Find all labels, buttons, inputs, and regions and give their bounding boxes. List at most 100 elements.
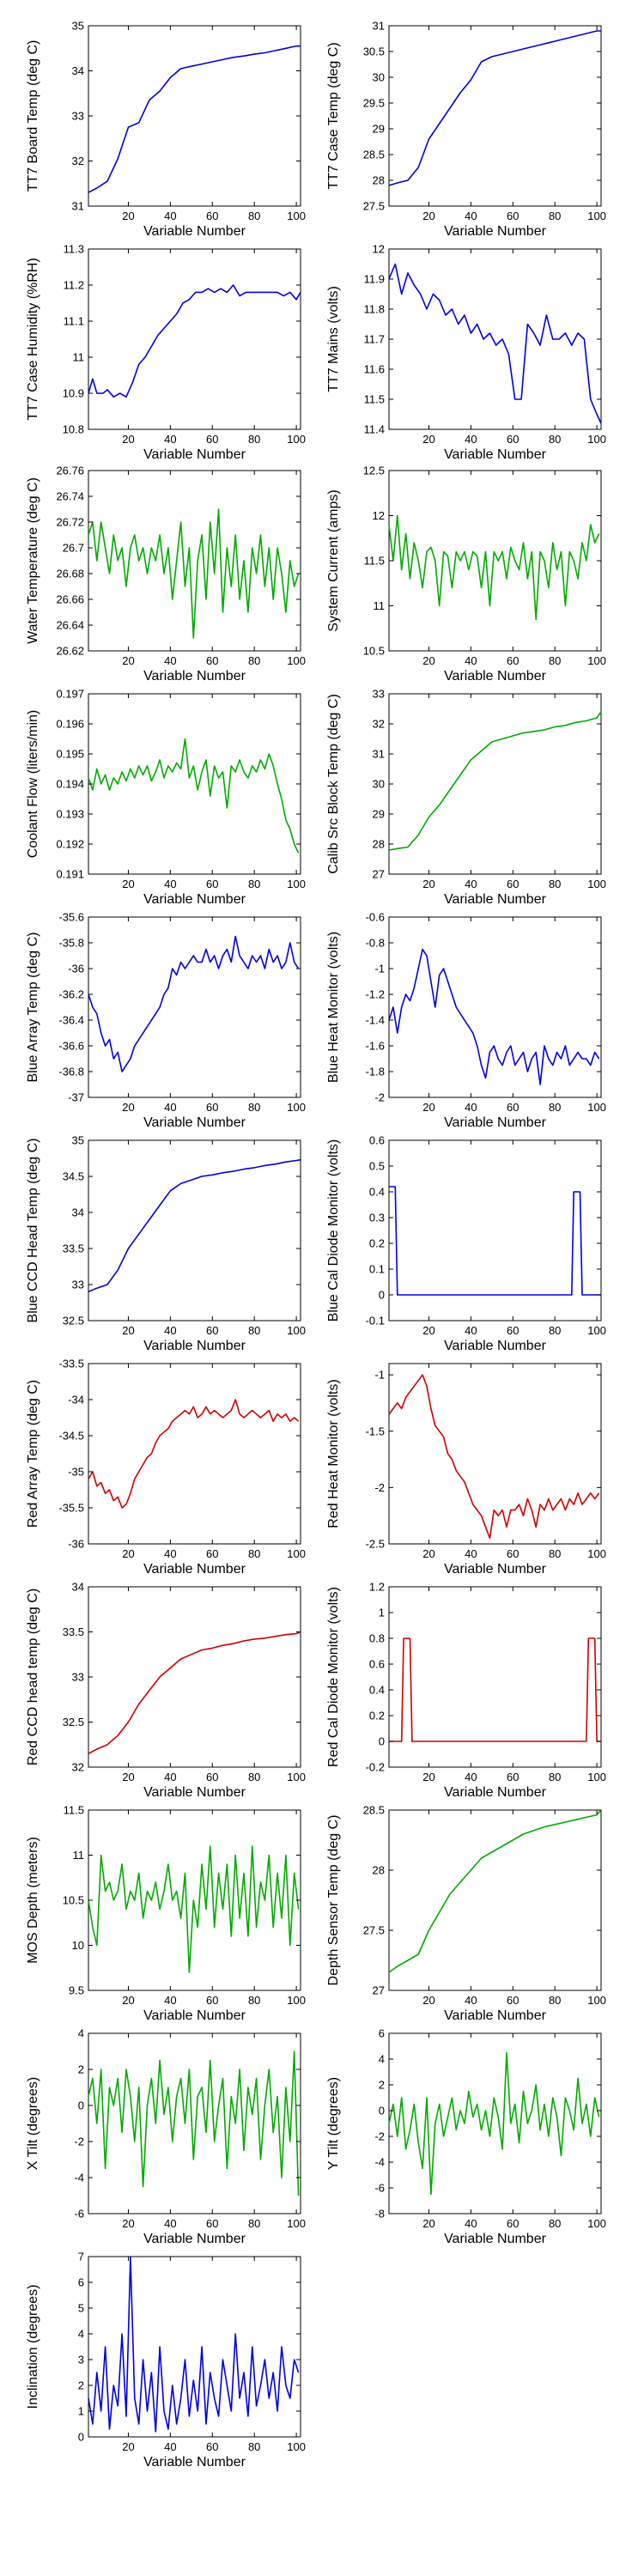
y-tick-label: 26.74 [56, 490, 84, 503]
x-tick-label: 40 [465, 1547, 477, 1560]
chart-16: 20 40 60 80 100 -0.2 0 0.2 0.4 0.6 0.8 1 1.2 Variable… [326, 1581, 606, 1801]
plot-frame [88, 1809, 301, 1991]
chart-5: 20 40 60 80 100 26.62 26.64 26.66 26.68 26.7 26.72… [26, 465, 306, 684]
x-tick-label: 100 [287, 878, 306, 890]
x-tick-label: 40 [465, 1771, 477, 1783]
x-tick-label: 60 [507, 878, 519, 890]
x-tick-label: 40 [164, 1771, 176, 1783]
y-tick-label: 27.5 [363, 1924, 385, 1937]
y-tick-label: 12 [373, 509, 385, 522]
y-tick-label: 0.195 [56, 748, 84, 761]
x-tick-label: 60 [206, 1101, 218, 1114]
x-tick-label: 20 [422, 1771, 434, 1783]
chart-17: 20 40 60 80 100 9.5 10 10.5 11 11.5 Variable Numbe… [26, 1804, 306, 2024]
x-tick-label: 100 [287, 2217, 306, 2230]
y-tick-label: -36 [68, 1538, 84, 1551]
y-tick-label: 11.5 [64, 1804, 84, 1817]
y-tick-label: -2 [374, 1481, 385, 1494]
x-tick-label: 40 [164, 1101, 176, 1114]
y-tick-label: 28 [373, 1864, 385, 1877]
x-tick-label: 60 [206, 1547, 218, 1560]
x-axis-label: Variable Number [444, 447, 547, 462]
series-line [388, 948, 600, 1085]
x-tick-label: 100 [287, 1101, 306, 1114]
y-tick-label: 34 [72, 1581, 84, 1594]
y-tick-label: 27 [373, 868, 385, 881]
y-axis-label: Y Tilt (degrees) [326, 2077, 341, 2170]
chart-2: 20 40 60 80 100 27.5 28 28.5 29 29.5 30 30.5 31 Varia… [326, 20, 606, 240]
y-tick-label: -2 [374, 1091, 385, 1104]
x-tick-label: 100 [587, 433, 606, 446]
x-axis-label: Variable Number [143, 892, 246, 907]
y-tick-label: -36.2 [58, 988, 84, 1001]
x-tick-label: 40 [465, 654, 477, 667]
y-axis-label: Coolant Flow (liters/min) [26, 710, 40, 858]
y-axis-label: Water Temperature (deg C) [26, 477, 40, 644]
x-tick-label: 40 [465, 1101, 477, 1114]
y-tick-label: 30 [373, 71, 385, 84]
x-tick-label: 80 [248, 1771, 260, 1783]
y-tick-label: 1 [78, 2405, 84, 2418]
x-tick-label: 80 [248, 2217, 260, 2230]
y-tick-label: 0.5 [369, 1160, 385, 1173]
chart-15: 20 40 60 80 100 32 32.5 33 33.5 34 Variable Number… [26, 1581, 306, 1801]
y-tick-label: 33 [373, 688, 385, 701]
x-tick-label: 40 [465, 210, 477, 222]
x-axis-label: Variable Number [444, 1339, 547, 1353]
y-axis-label: Red CCD head temp (deg C) [26, 1589, 40, 1765]
x-tick-label: 20 [422, 654, 434, 667]
plot-frame [388, 693, 602, 875]
y-tick-label: 0.192 [56, 838, 84, 851]
chart-12: 20 40 60 80 100 -0.1 0 0.1 0.2 0.3 0.4 0.5 0.6 Variab… [326, 1134, 606, 1354]
x-tick-label: 40 [164, 433, 176, 446]
x-tick-label: 20 [422, 2217, 434, 2230]
series-line [88, 2050, 300, 2196]
series-line [389, 1637, 601, 1742]
y-tick-label: -6 [374, 2182, 385, 2195]
x-tick-label: 40 [164, 654, 176, 667]
y-tick-label: 26.66 [56, 593, 84, 606]
y-tick-label: 35 [72, 20, 84, 33]
y-tick-label: -36.4 [58, 1014, 84, 1027]
x-tick-label: 20 [122, 2440, 134, 2453]
y-tick-label: 0.1 [369, 1263, 385, 1276]
y-axis-label: TT7 Board Temp (deg C) [26, 40, 40, 192]
x-axis-label: Variable Number [143, 669, 246, 683]
x-tick-label: 100 [587, 1547, 606, 1560]
series-line [388, 1374, 600, 1540]
y-axis-label: Blue CCD Head Temp (deg C) [26, 1139, 40, 1323]
y-tick-label: -4 [74, 2172, 84, 2184]
x-tick-label: 40 [465, 1994, 477, 2007]
x-tick-label: 60 [507, 1547, 519, 1560]
x-axis-label: Variable Number [444, 2008, 547, 2023]
y-axis-label: Red Heat Monitor (volts) [326, 1379, 341, 1528]
x-tick-label: 20 [422, 1994, 434, 2007]
x-tick-label: 80 [248, 654, 260, 667]
x-tick-label: 80 [549, 2217, 561, 2230]
x-tick-label: 80 [549, 1324, 561, 1337]
series-line [388, 711, 602, 851]
x-axis-label: Variable Number [143, 1339, 246, 1353]
y-tick-label: 0.6 [369, 1134, 385, 1147]
chart-13: 20 40 60 80 100 -36 -35.5 -35 -34.5 -34 -33.5 Varia… [26, 1358, 306, 1577]
x-tick-label: 80 [248, 433, 260, 446]
y-tick-label: -1 [374, 1369, 385, 1382]
chart-9: 20 40 60 80 100 -37 -36.8 -36.6 -36.4 -36.2 -36 -35… [26, 911, 306, 1131]
x-tick-label: 20 [122, 1771, 134, 1783]
chart-21: 20 40 60 80 100 0 1 2 3 4 5 6 7 Variable Number Inclin… [26, 2251, 306, 2470]
y-tick-label: 0 [379, 1735, 385, 1748]
x-tick-label: 60 [206, 1994, 218, 2007]
x-tick-label: 80 [248, 210, 260, 222]
x-axis-label: Variable Number [444, 669, 547, 683]
x-tick-label: 100 [587, 1324, 606, 1337]
y-tick-label: 11 [73, 351, 85, 364]
y-axis-label: TT7 Mains (volts) [326, 286, 341, 392]
series-line [388, 2051, 600, 2196]
x-tick-label: 60 [507, 654, 519, 667]
y-tick-label: 4 [78, 2027, 84, 2040]
y-tick-label: 0.6 [369, 1658, 385, 1671]
x-tick-label: 100 [287, 1771, 306, 1783]
y-tick-label: -34.5 [58, 1430, 84, 1443]
y-tick-label: 12 [373, 243, 385, 256]
x-tick-label: 20 [122, 433, 134, 446]
